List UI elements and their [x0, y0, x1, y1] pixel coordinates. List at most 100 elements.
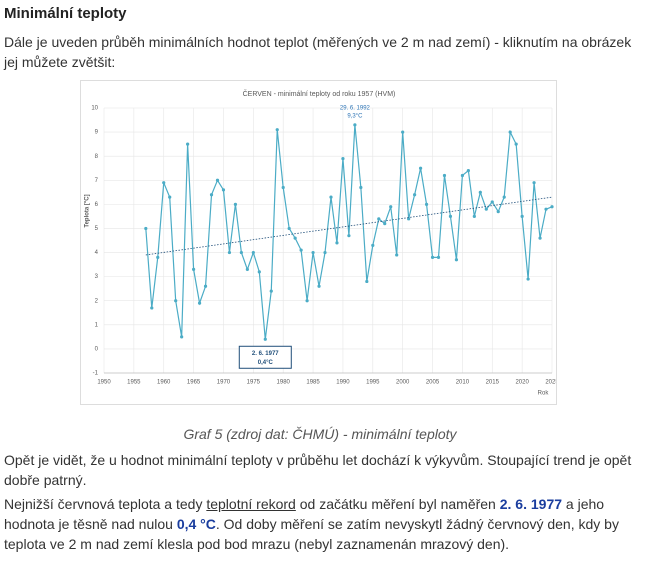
data-point [508, 130, 512, 134]
y-tick-label: 6 [95, 202, 99, 208]
data-point [180, 335, 184, 339]
x-tick-label: 2025 [545, 380, 556, 386]
data-point [281, 185, 285, 190]
x-tick-label: 2000 [396, 380, 410, 386]
data-point [293, 236, 297, 240]
x-tick-label: 1965 [187, 380, 201, 386]
data-point [436, 255, 441, 259]
data-point [430, 255, 435, 259]
data-point [257, 270, 261, 274]
heading: Minimální teploty [4, 5, 127, 22]
x-tick-label: 1955 [127, 380, 141, 386]
data-point [162, 181, 166, 185]
data-point [233, 202, 238, 206]
data-point [341, 156, 345, 161]
data-point [424, 202, 429, 206]
data-point [156, 255, 160, 259]
data-point [323, 250, 327, 255]
data-line [145, 124, 553, 340]
x-axis-label: Rok [538, 391, 550, 397]
paragraph: Nejnižší červnová teplota a tedy teplotn… [4, 494, 644, 554]
data-point [335, 241, 339, 245]
data-point [454, 258, 459, 262]
highlight: 2. 6. 1977 [499, 496, 563, 512]
data-point [150, 306, 154, 310]
data-point [144, 226, 148, 231]
data-point [526, 277, 530, 281]
y-axis-label: Teplota [°C] [85, 194, 91, 227]
y-tick-label: 4 [95, 250, 99, 256]
data-point [317, 284, 321, 288]
text: a jeho hodnota je těsně nad nulou [4, 496, 605, 532]
data-point [413, 193, 417, 197]
data-point [472, 214, 476, 219]
x-tick-label: 1950 [97, 380, 111, 386]
data-point [347, 234, 351, 238]
y-tick-label: 5 [95, 226, 99, 232]
x-tick-label: 1980 [277, 380, 291, 386]
data-point [520, 214, 524, 219]
y-tick-label: -1 [93, 371, 99, 377]
chart-image[interactable]: ČERVEN - minimální teploty od roku 1957 … [80, 80, 560, 405]
data-point [209, 193, 214, 197]
x-tick-label: 1995 [366, 380, 380, 386]
data-point [544, 207, 548, 211]
data-point [514, 142, 518, 146]
data-point [353, 123, 357, 127]
data-point [496, 209, 500, 214]
data-point [299, 248, 303, 252]
data-point [203, 284, 208, 288]
y-tick-label: 8 [95, 154, 99, 160]
text: od začátku měření byl naměřen [295, 496, 500, 512]
data-point [227, 250, 232, 255]
data-point [478, 190, 482, 194]
data-point [502, 195, 506, 199]
data-point [192, 267, 196, 272]
y-tick-label: 0 [95, 346, 99, 352]
data-point [532, 181, 536, 185]
data-point [186, 142, 190, 146]
data-point [263, 337, 267, 341]
annotation-value: 9,3°C [347, 113, 363, 119]
data-point [466, 169, 470, 173]
data-point [269, 289, 273, 293]
x-tick-label: 2005 [426, 380, 440, 386]
data-point [395, 253, 399, 257]
data-point [197, 301, 202, 305]
x-tick-label: 2020 [515, 380, 529, 386]
data-point [550, 205, 554, 209]
chart-title: ČERVEN - minimální teploty od roku 1957 … [243, 89, 396, 98]
data-point [377, 217, 381, 221]
data-point [484, 207, 488, 211]
data-point [239, 250, 243, 255]
x-tick-label: 1960 [157, 380, 171, 386]
trendline [145, 196, 553, 256]
data-point [418, 166, 423, 170]
data-point [442, 173, 447, 178]
data-point [168, 195, 172, 199]
data-point [371, 243, 375, 247]
paragraph: Opět je vidět, že u hodnot minimální tep… [4, 452, 632, 488]
annotation-date: 29. 6. 1992 [340, 105, 371, 111]
annotation-value: 0,4°C [258, 360, 274, 366]
chart: ČERVEN - minimální teploty od roku 1957 … [85, 89, 560, 397]
data-point [245, 267, 249, 272]
data-point [174, 299, 178, 303]
data-point [359, 185, 363, 190]
text: Nejnižší červnová teplota a tedy [4, 496, 207, 512]
data-point [383, 222, 387, 226]
x-tick-label: 1990 [336, 380, 350, 386]
y-tick-label: 10 [91, 106, 98, 112]
y-tick-label: 1 [95, 322, 99, 328]
y-tick-label: 7 [95, 178, 99, 184]
data-point [275, 128, 279, 132]
x-tick-label: 1975 [247, 380, 261, 386]
data-point [329, 195, 333, 199]
annotation-date: 2. 6. 1977 [252, 351, 279, 357]
caption: Graf 5 (zdroj dat: ČHMÚ) - minimální tep… [183, 426, 457, 442]
data-point [538, 236, 542, 240]
data-point [305, 299, 309, 303]
link[interactable]: teplotní rekord [206, 496, 296, 512]
highlight: 0,4 °C [176, 516, 216, 532]
x-tick-label: 2015 [486, 380, 500, 386]
